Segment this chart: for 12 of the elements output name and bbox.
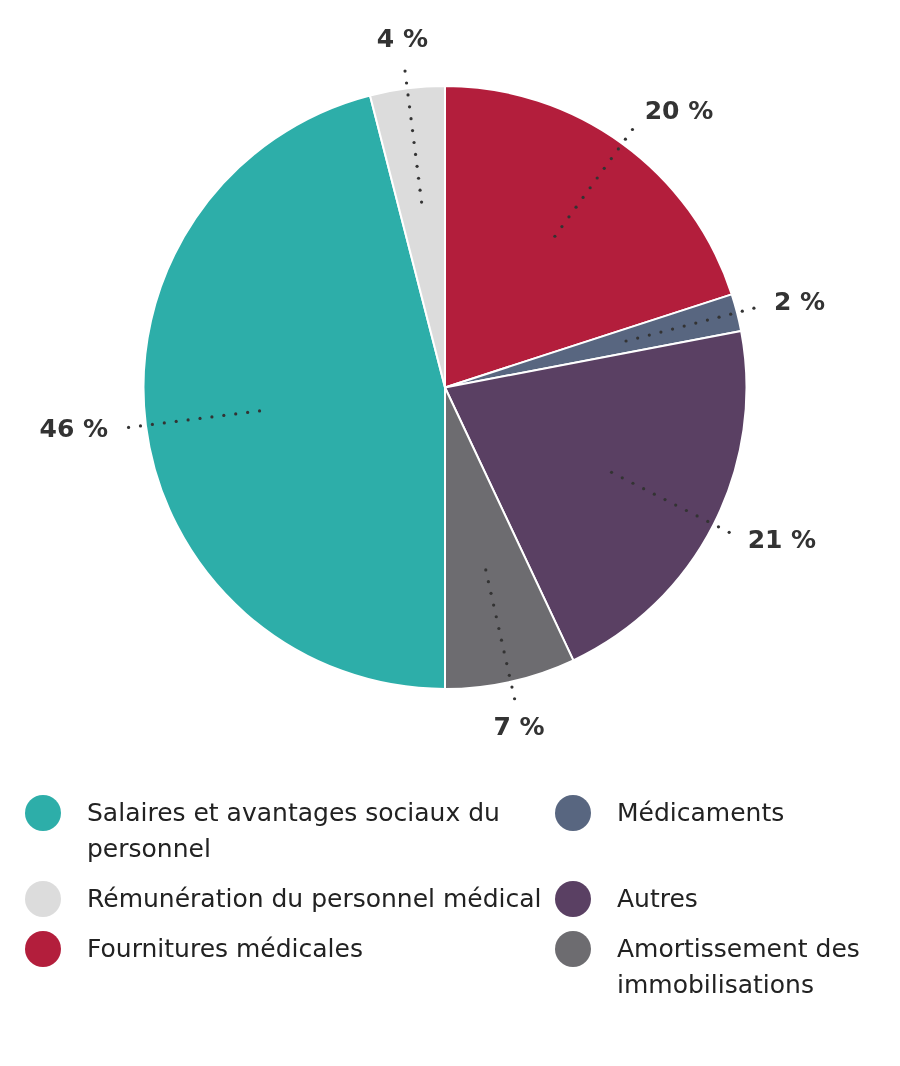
legend-label: Autres — [617, 883, 698, 915]
data-label: 46 % — [39, 413, 109, 443]
legend-label: Salaires et avantages sociaux du personnel — [87, 797, 501, 865]
data-label: 21 % — [747, 525, 817, 555]
legend-label: Rémunération du personnel médical — [87, 883, 542, 915]
data-label: 20 % — [644, 96, 714, 126]
legend-label: Amortissement des immobilisations — [617, 933, 861, 1001]
data-label: 2 % — [773, 286, 826, 316]
legend-label: Fournitures médicales — [87, 933, 363, 965]
data-label: 4 % — [376, 24, 429, 54]
data-label: 7 % — [493, 712, 545, 742]
legend-label: Médicaments — [617, 797, 785, 829]
